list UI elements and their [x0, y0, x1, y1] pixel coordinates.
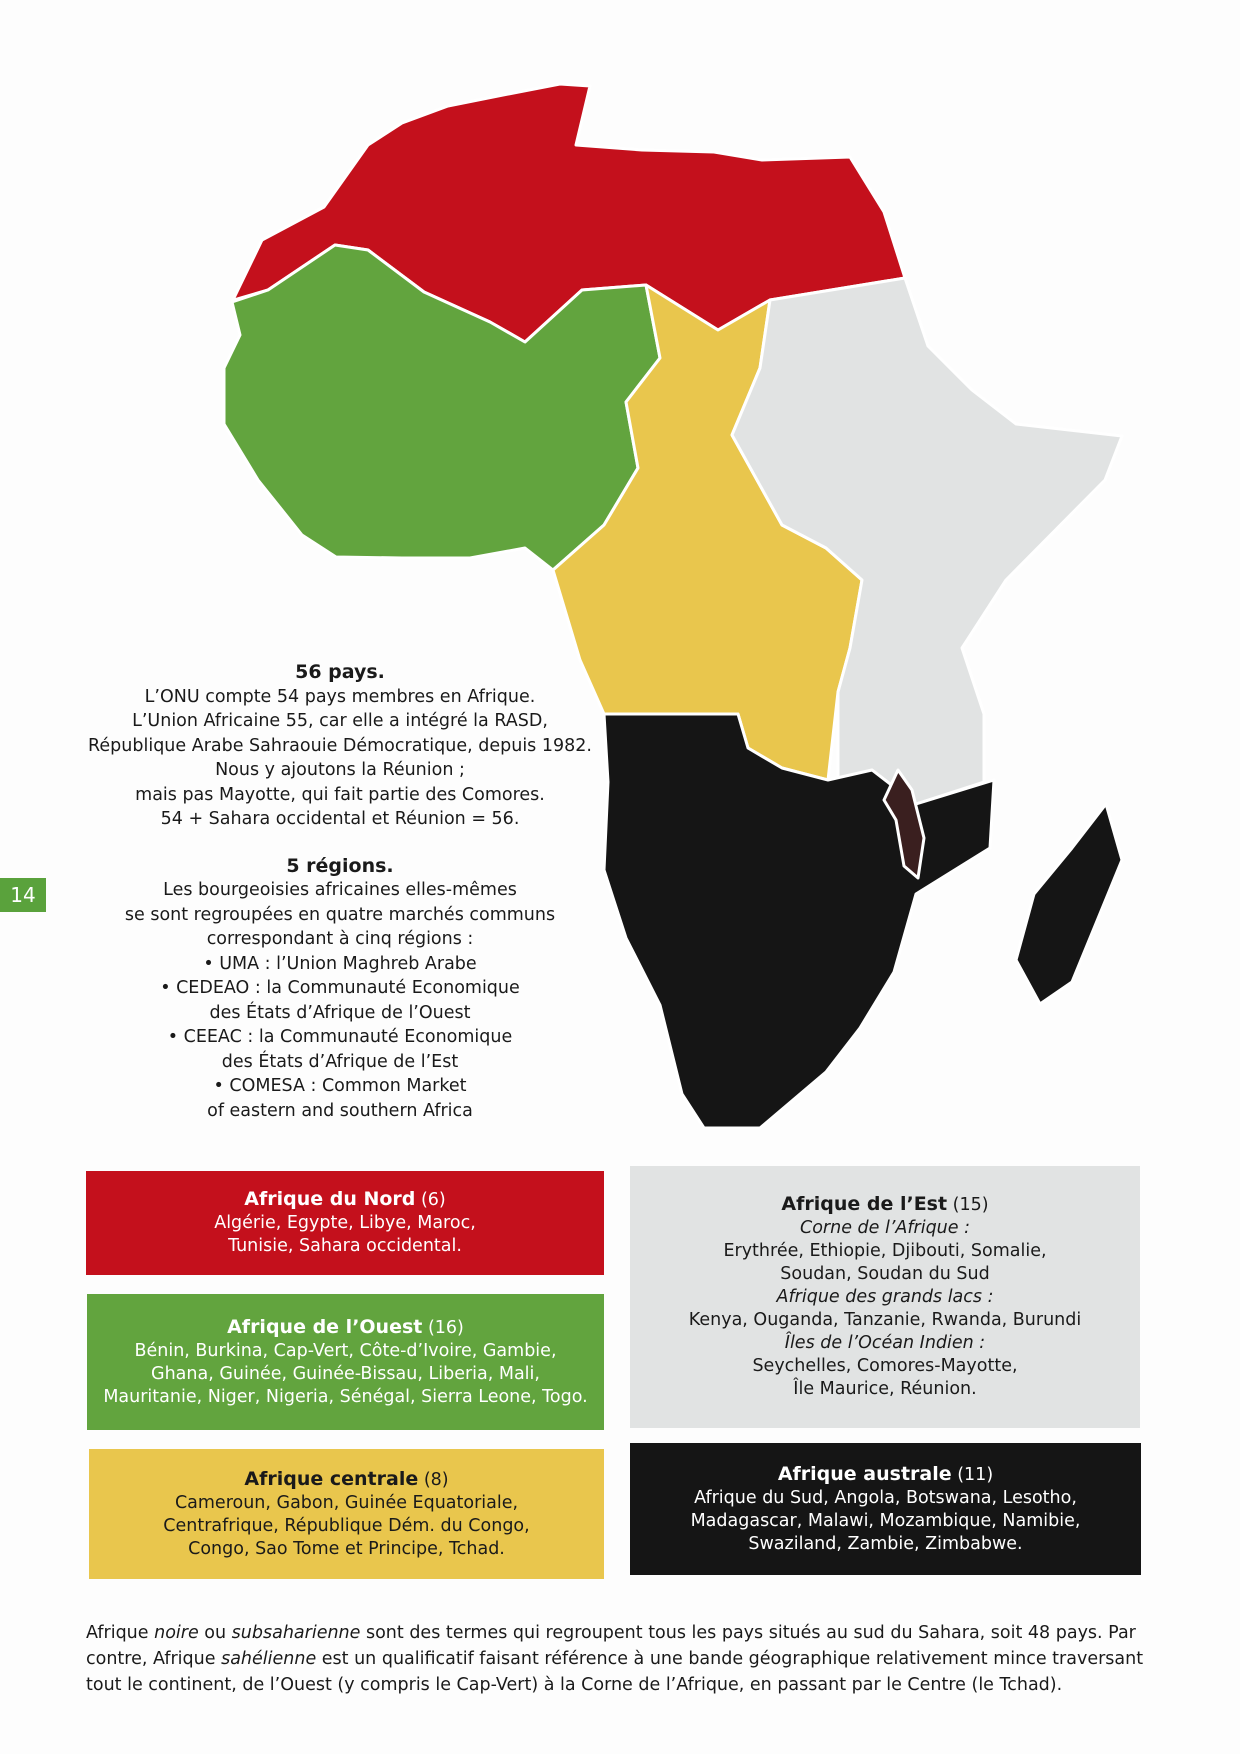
legend-afrique-centrale: Afrique centrale (8) Cameroun, Gabon, Gu… [89, 1449, 604, 1579]
info-line: des États d’Afrique de l’Est [221, 1051, 459, 1072]
region-name: Afrique de l’Ouest [227, 1315, 423, 1338]
region-countries: Swaziland, Zambie, Zimbabwe. [748, 1533, 1023, 1554]
region-countries: Seychelles, Comores-Mayotte, [752, 1356, 1018, 1376]
region-countries: Tunisie, Sahara occidental. [228, 1236, 462, 1256]
regions-heading: 5 régions. [286, 854, 394, 877]
region-countries: Centrafrique, République Dém. du Congo, [163, 1515, 530, 1536]
region-countries: Erythrée, Ethiopie, Djibouti, Somalie, [723, 1241, 1047, 1261]
info-line: L’Union Africaine 55, car elle a intégré… [132, 711, 548, 731]
info-line: of eastern and southern Africa [207, 1100, 473, 1121]
info-line: Nous y ajoutons la Réunion ; [215, 760, 465, 780]
region-countries: Île Maurice, Réunion. [793, 1379, 977, 1399]
region-count: (8) [423, 1469, 449, 1490]
region-countries: Bénin, Burkina, Cap-Vert, Côte-d’Ivoire,… [134, 1340, 557, 1361]
region-countries: Mauritanie, Niger, Nigeria, Sénégal, Sie… [103, 1386, 588, 1407]
region-countries: Madagascar, Malawi, Mozambique, Namibie, [690, 1510, 1081, 1531]
region-countries: Algérie, Egypte, Libye, Maroc, [214, 1213, 476, 1233]
region-name: Afrique centrale [244, 1467, 419, 1490]
footer-text: ou [198, 1622, 232, 1643]
countries-heading: 56 pays. [295, 661, 385, 683]
region-countries: Ghana, Guinée, Guinée-Bissau, Liberia, M… [151, 1363, 540, 1384]
madagascar [1014, 802, 1124, 1006]
footer-emphasis: noire [154, 1622, 199, 1643]
info-line: des États d’Afrique de l’Ouest [209, 1002, 471, 1023]
subregion-title: Îles de l’Océan Indien : [784, 1333, 986, 1353]
malawi [882, 768, 926, 880]
footer-text: Afrique [86, 1622, 155, 1643]
region-countries: Cameroun, Gabon, Guinée Equatoriale, [174, 1492, 519, 1513]
region-countries: Afrique du Sud, Angola, Botswana, Lesoth… [694, 1487, 1077, 1508]
region-count: (15) [952, 1195, 989, 1215]
region-count: (11) [957, 1464, 994, 1485]
region-count: (6) [420, 1190, 446, 1210]
footer-text: est un qualificatif faisant référence à … [86, 1648, 1144, 1695]
info-line: • CEDEAO : la Communauté Economique [160, 978, 520, 998]
region-count: (16) [427, 1317, 464, 1338]
footer-text: sont des termes qui regroupent tous les … [86, 1622, 1136, 1669]
info-line: 54 + Sahara occidental et Réunion = 56. [160, 809, 520, 829]
info-line: Les bourgeoisies africaines elles-mêmes [163, 880, 517, 900]
info-line: se sont regroupées en quatre marchés com… [124, 904, 556, 925]
info-line: • CEEAC : la Communauté Economique [167, 1027, 513, 1047]
subregion-title: Afrique des grands lacs : [776, 1287, 994, 1307]
legend-afrique-du-nord: Afrique du Nord (6) Algérie, Egypte, Lib… [86, 1171, 604, 1275]
info-line: • COMESA : Common Market [213, 1076, 467, 1096]
subregion-title: Corne de l’Afrique : [799, 1218, 971, 1238]
region-name: Afrique du Nord [244, 1188, 416, 1210]
africa-map [222, 82, 1124, 1130]
region-countries: Kenya, Ouganda, Tanzanie, Rwanda, Burund… [688, 1310, 1082, 1330]
footer-paragraph: Afrique noire ou subsaharienne sont des … [86, 1620, 1166, 1698]
footer-emphasis: subsaharienne [231, 1622, 361, 1643]
info-line: correspondant à cinq régions : [206, 929, 474, 949]
region-name: Afrique australe [777, 1462, 952, 1485]
legend-afrique-australe: Afrique australe (11) Afrique du Sud, An… [630, 1443, 1141, 1575]
legend-afrique-de-l-ouest: Afrique de l’Ouest (16) Bénin, Burkina, … [87, 1294, 604, 1430]
info-line: • UMA : l’Union Maghreb Arabe [203, 953, 477, 974]
legend-afrique-de-l-est: Afrique de l’Est (15) Corne de l’Afrique… [630, 1166, 1140, 1428]
region-name: Afrique de l’Est [781, 1193, 948, 1215]
footer-emphasis: sahélienne [221, 1648, 317, 1669]
info-line: République Arabe Sahraouie Démocratique,… [88, 735, 592, 756]
info-text: 56 pays. L’ONU compte 54 pays membres en… [60, 660, 620, 1123]
region-countries: Congo, Sao Tome et Principe, Tchad. [188, 1538, 505, 1559]
info-line: mais pas Mayotte, qui fait partie des Co… [135, 784, 545, 805]
region-countries: Soudan, Soudan du Sud [780, 1264, 990, 1284]
page-number: 14 [0, 878, 46, 912]
info-line: L’ONU compte 54 pays membres en Afrique. [144, 686, 536, 707]
